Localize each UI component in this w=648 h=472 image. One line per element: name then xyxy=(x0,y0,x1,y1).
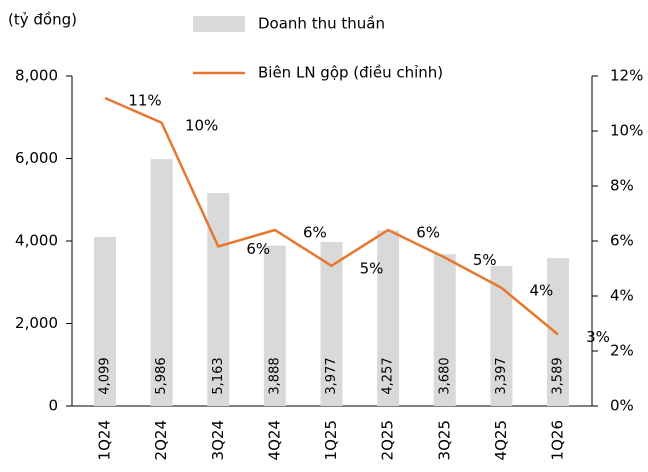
y-tick-label: 0 xyxy=(48,397,58,415)
y-tick-label: 6,000 xyxy=(15,149,58,167)
x-tick-label: 3Q25 xyxy=(435,420,453,460)
bar-value-label: 3,397 xyxy=(494,357,509,394)
line-value-label: 4% xyxy=(529,281,553,299)
x-tick-label: 4Q24 xyxy=(265,420,283,460)
y2-tick-label: 10% xyxy=(610,122,643,140)
x-tick-label: 1Q26 xyxy=(549,420,567,460)
bar-value-label: 4,099 xyxy=(98,357,113,394)
line-value-label: 3% xyxy=(586,328,610,346)
unit-label: (tỷ đồng) xyxy=(8,11,77,29)
legend-swatch xyxy=(193,16,245,32)
y-tick-label: 8,000 xyxy=(15,67,58,85)
bar xyxy=(94,236,116,406)
x-tick-label: 3Q24 xyxy=(209,420,227,460)
bar-value-label: 5,163 xyxy=(211,357,226,394)
line-value-label: 5% xyxy=(473,251,497,269)
y2-tick-label: 2% xyxy=(610,342,634,360)
y2-tick-label: 6% xyxy=(610,232,634,250)
bar xyxy=(263,245,286,406)
x-tick-label: 1Q24 xyxy=(96,420,114,460)
bar xyxy=(490,265,513,406)
y2-tick-label: 12% xyxy=(610,67,643,85)
y2-tick-label: 0% xyxy=(610,397,634,415)
bar-value-label: 3,888 xyxy=(267,357,282,394)
x-tick-label: 2Q25 xyxy=(379,420,397,460)
y2-tick-label: 8% xyxy=(610,177,634,195)
line-value-label: 10% xyxy=(185,116,218,134)
bar xyxy=(547,257,569,406)
legend-label: Doanh thu thuần xyxy=(258,15,385,33)
legend-label: Biên LN gộp (điều chỉnh) xyxy=(258,64,443,82)
bar xyxy=(320,241,343,406)
x-tick-label: 1Q25 xyxy=(322,420,340,460)
bar xyxy=(150,159,173,406)
bar-value-label: 5,986 xyxy=(154,357,169,394)
bar xyxy=(433,254,456,406)
y-tick-label: 4,000 xyxy=(15,232,58,250)
bar xyxy=(377,230,400,406)
line-value-label: 6% xyxy=(303,224,327,242)
x-tick-label: 4Q25 xyxy=(492,420,510,460)
bar-value-label: 4,257 xyxy=(381,357,396,394)
bar-value-label: 3,589 xyxy=(551,357,566,394)
x-tick-label: 2Q24 xyxy=(152,420,170,460)
bar xyxy=(207,193,230,406)
line xyxy=(104,96,559,336)
bar-value-label: 3,977 xyxy=(324,357,339,394)
line-value-label: 6% xyxy=(416,224,440,242)
y-tick-label: 2,000 xyxy=(15,314,58,332)
line-value-label: 11% xyxy=(128,92,161,110)
line-value-label: 5% xyxy=(360,259,384,277)
y2-tick-label: 4% xyxy=(610,287,634,305)
bar-value-label: 3,680 xyxy=(437,357,452,394)
line-value-label: 6% xyxy=(246,240,270,258)
